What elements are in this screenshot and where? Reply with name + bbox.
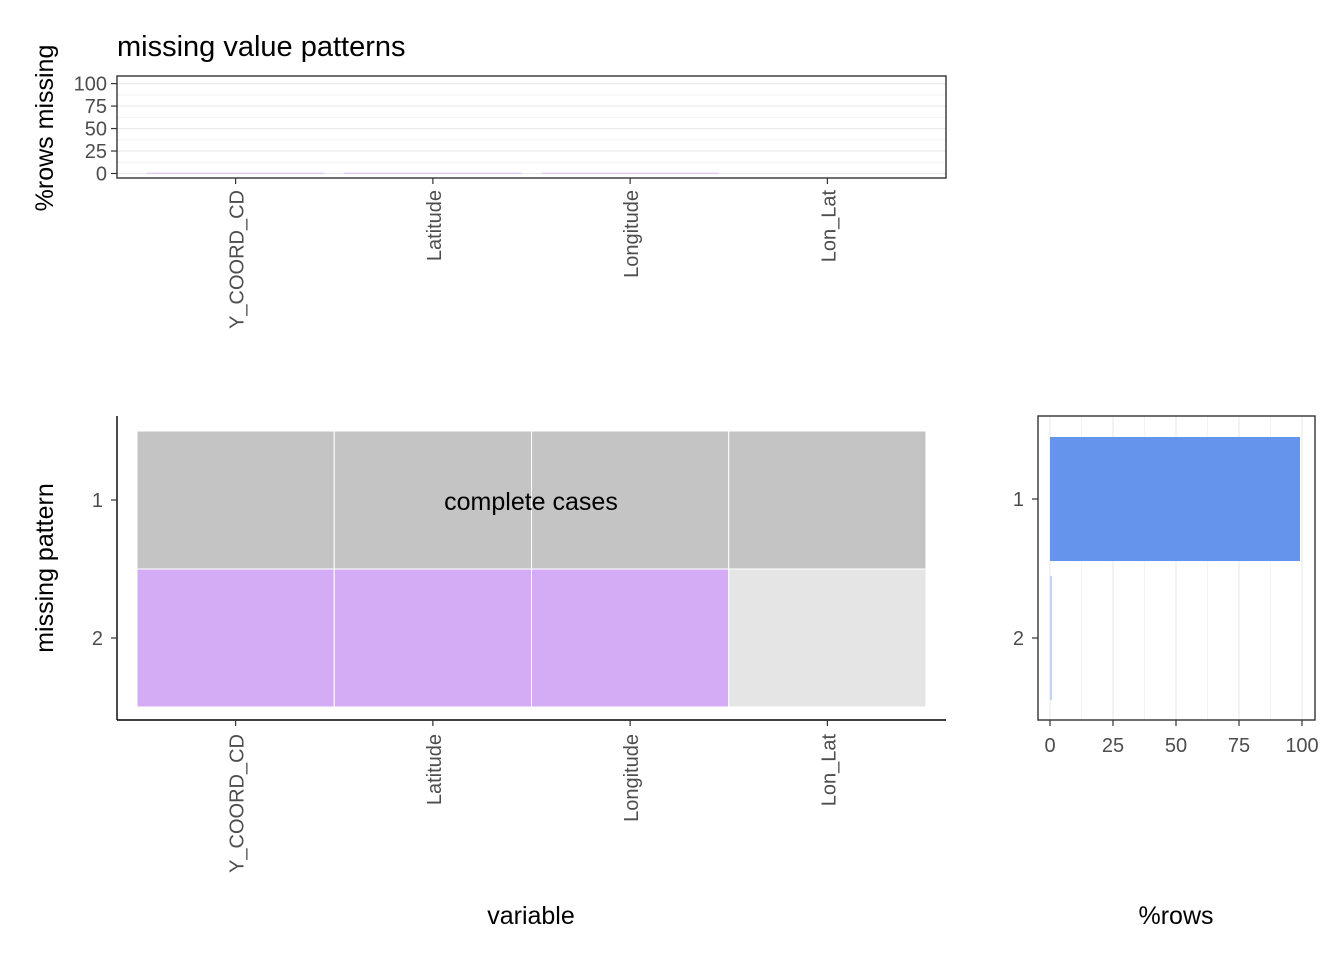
right-x-ticks: 0 25 50 75 100 bbox=[1044, 720, 1319, 757]
top-bar-latitude bbox=[344, 172, 522, 174]
top-x-tick-label-longitude: Longitude bbox=[621, 190, 643, 278]
top-y-axis-label: %rows missing bbox=[31, 45, 59, 212]
right-bar-pattern-2 bbox=[1050, 576, 1053, 700]
right-y-tick-label: 1 bbox=[1013, 489, 1024, 511]
right-y-tick-label: 2 bbox=[1013, 628, 1024, 650]
top-y-tick-label: 0 bbox=[96, 164, 107, 186]
heatmap-cell-1-y-coord-cd bbox=[136, 430, 335, 570]
right-x-tick-label: 25 bbox=[1102, 735, 1124, 757]
top-panel-border bbox=[116, 75, 947, 179]
top-bar-y-coord-cd bbox=[146, 172, 325, 174]
top-x-tick-label-latitude: Latitude bbox=[424, 190, 446, 261]
top-x-tick-label-y-coord-cd: Y_COORD_CD bbox=[227, 190, 249, 329]
heatmap-cell-2-latitude bbox=[333, 568, 532, 708]
right-x-axis-label: %rows bbox=[1138, 902, 1213, 930]
heatmap-x-axis-label: variable bbox=[487, 902, 575, 930]
top-y-tick-label: 25 bbox=[85, 141, 107, 163]
top-y-tick-label: 75 bbox=[85, 96, 107, 118]
chart-title: missing value patterns bbox=[117, 31, 406, 63]
top-x-ticks: Y_COORD_CD Latitude Longitude Lon_Lat bbox=[227, 178, 840, 329]
heatmap-x-ticks: Y_COORD_CD Latitude Longitude Lon_Lat bbox=[227, 720, 840, 873]
top-bar-longitude bbox=[541, 172, 719, 174]
heatmap-y-tick-label: 1 bbox=[92, 490, 103, 512]
heatmap-cells bbox=[136, 430, 927, 708]
complete-cases-annotation: complete cases bbox=[444, 488, 618, 516]
right-x-tick-label: 75 bbox=[1228, 735, 1250, 757]
heatmap-cell-1-longitude bbox=[531, 430, 730, 570]
heatmap-cell-2-lon-lat bbox=[728, 568, 927, 708]
heatmap-cell-1-lon-lat bbox=[728, 430, 927, 570]
heatmap-cell-2-longitude bbox=[531, 568, 730, 708]
top-grid bbox=[117, 82, 946, 175]
heatmap-x-tick-label-y-coord-cd: Y_COORD_CD bbox=[227, 734, 249, 873]
top-bars bbox=[146, 172, 719, 174]
heatmap-panel: complete cases 12 Y_COORD_CD Latitude Long… bbox=[31, 416, 946, 930]
top-y-tick-label: 100 bbox=[74, 74, 107, 96]
right-y-ticks: 12 bbox=[1013, 489, 1038, 650]
right-x-tick-label: 0 bbox=[1044, 735, 1055, 757]
heatmap-x-tick-label-longitude: Longitude bbox=[621, 734, 643, 822]
heatmap-x-tick-label-lon-lat: Lon_Lat bbox=[818, 734, 840, 807]
top-x-tick-label-lon-lat: Lon_Lat bbox=[818, 190, 840, 263]
right-panel: 12 0 25 50 75 100 %rows bbox=[1013, 415, 1319, 930]
right-x-tick-label: 50 bbox=[1165, 735, 1187, 757]
right-bar-pattern-1 bbox=[1050, 437, 1300, 561]
right-x-tick-label: 100 bbox=[1285, 735, 1318, 757]
heatmap-x-tick-label-latitude: Latitude bbox=[424, 734, 446, 805]
heatmap-y-ticks: 12 bbox=[92, 490, 117, 650]
heatmap-y-axis-label: missing pattern bbox=[31, 483, 59, 653]
heatmap-y-tick-label: 2 bbox=[92, 628, 103, 650]
right-bars bbox=[1050, 437, 1300, 700]
top-y-tick-label: 50 bbox=[85, 119, 107, 141]
heatmap-cell-2-y-coord-cd bbox=[136, 568, 335, 708]
